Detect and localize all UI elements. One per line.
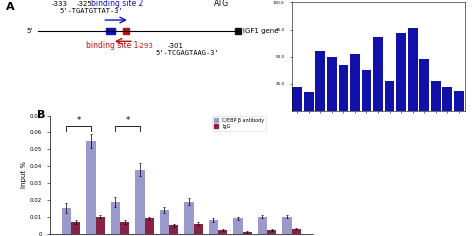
Bar — [292, 87, 302, 111]
Bar — [304, 93, 314, 111]
Text: 5': 5' — [26, 28, 32, 34]
Text: -301: -301 — [167, 43, 183, 49]
Bar — [327, 57, 337, 111]
Bar — [292, 229, 301, 234]
Legend: C/EBP β antibody, IgG: C/EBP β antibody, IgG — [212, 116, 266, 131]
Text: binding site 2: binding site 2 — [91, 0, 144, 8]
Bar — [233, 219, 243, 234]
Bar — [373, 37, 383, 111]
Y-axis label: Input %: Input % — [21, 161, 27, 188]
Bar — [396, 33, 406, 111]
Bar — [362, 70, 372, 111]
Bar — [96, 217, 105, 234]
Bar — [145, 219, 154, 234]
Bar — [243, 232, 252, 234]
Bar — [209, 220, 218, 234]
Bar — [258, 217, 267, 234]
Text: ATG: ATG — [214, 0, 229, 8]
Bar — [338, 65, 348, 111]
Bar — [62, 208, 71, 234]
Bar — [107, 28, 115, 34]
Bar — [267, 230, 276, 234]
Bar — [111, 202, 120, 234]
Text: *: * — [126, 116, 130, 125]
Bar — [86, 141, 96, 234]
Text: 5'-TGATGTTAT-3': 5'-TGATGTTAT-3' — [60, 8, 123, 14]
Text: -325: -325 — [77, 1, 92, 7]
Text: A: A — [6, 2, 15, 12]
Bar — [419, 59, 429, 111]
Text: 5'-TCGAGTAAG-3': 5'-TCGAGTAAG-3' — [156, 51, 219, 56]
Bar — [235, 28, 241, 34]
Bar — [315, 51, 325, 111]
Bar — [218, 230, 228, 234]
Text: -333: -333 — [52, 1, 68, 7]
Bar — [135, 170, 145, 234]
Text: B: B — [36, 110, 45, 120]
Bar — [282, 217, 292, 234]
Bar — [193, 223, 203, 234]
Bar — [71, 222, 81, 234]
Bar — [350, 55, 360, 111]
Bar — [169, 225, 178, 234]
Bar — [431, 80, 441, 111]
Bar — [184, 202, 193, 234]
Bar — [123, 28, 129, 34]
Bar — [120, 222, 129, 234]
Text: *: * — [76, 116, 81, 125]
Bar — [442, 87, 452, 111]
Text: -293: -293 — [138, 43, 154, 49]
Bar — [454, 91, 464, 111]
Bar — [384, 80, 394, 111]
Text: binding site 1: binding site 1 — [86, 41, 138, 50]
Bar — [160, 210, 169, 234]
Bar — [408, 28, 418, 111]
Text: IGF1 gene: IGF1 gene — [243, 28, 278, 34]
